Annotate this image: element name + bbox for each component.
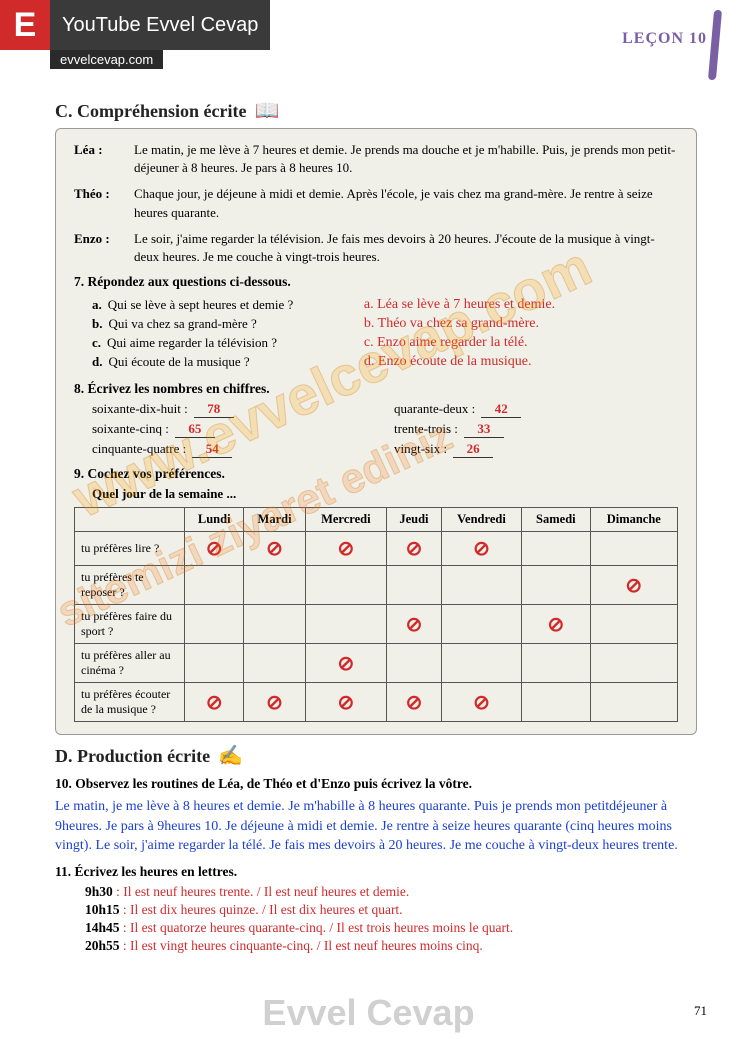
- section-c-title: C. Compréhension écrite📖: [55, 98, 697, 123]
- day-header: Dimanche: [590, 508, 677, 532]
- logo-e: E: [0, 0, 50, 50]
- table-row: tu préfères te reposer ?⊘: [75, 566, 678, 605]
- dialogue-row: Léa :Le matin, je me lève à 7 heures et …: [74, 141, 678, 177]
- day-header: Samedi: [522, 508, 590, 532]
- check-icon: ⊘: [337, 538, 354, 560]
- check-icon: ⊘: [266, 692, 283, 714]
- table-row: tu préfères lire ?⊘⊘⊘⊘⊘: [75, 532, 678, 566]
- q7-item: d.Qui écoute de la musique ?: [92, 354, 364, 370]
- table-row: tu préfères écouter de la musique ?⊘⊘⊘⊘⊘: [75, 683, 678, 722]
- dialogue-box: Léa :Le matin, je me lève à 7 heures et …: [55, 128, 697, 735]
- youtube-label: YouTube Evvel Cevap: [50, 0, 270, 50]
- q11-title: 11. Écrivez les heures en lettres.: [55, 864, 697, 880]
- check-icon: ⊘: [406, 614, 423, 636]
- check-icon: ⊘: [473, 692, 490, 714]
- check-icon: ⊘: [337, 692, 354, 714]
- time-row: 20h55 : Il est vingt heures cinquante-ci…: [85, 938, 697, 954]
- check-icon: ⊘: [266, 538, 283, 560]
- check-icon: ⊘: [406, 692, 423, 714]
- time-row: 10h15 : Il est dix heures quinze. / Il e…: [85, 902, 697, 918]
- q7-item: c.Qui aime regarder la télévision ?: [92, 335, 364, 351]
- check-icon: ⊘: [547, 614, 564, 636]
- day-header: Vendredi: [441, 508, 521, 532]
- q10-title: 10. Observez les routines de Léa, de Thé…: [55, 776, 697, 792]
- table-row: tu préfères aller au cinéma ?⊘: [75, 644, 678, 683]
- write-icon: ✍: [218, 743, 243, 768]
- day-header: Mercredi: [305, 508, 386, 532]
- check-icon: ⊘: [206, 538, 223, 560]
- q7-item: a.Qui se lève à sept heures et demie ?: [92, 297, 364, 313]
- q10-answer: Le matin, je me lève à 8 heures et demie…: [55, 797, 697, 856]
- q7-answer: c. Enzo aime regarder la télé.: [364, 335, 678, 351]
- url-label: evvelcevap.com: [50, 50, 163, 69]
- day-header: Jeudi: [387, 508, 442, 532]
- check-icon: ⊘: [625, 575, 642, 597]
- watermark-bottom: Evvel Cevap: [262, 992, 474, 1034]
- q8-title: 8. Écrivez les nombres en chiffres.: [74, 381, 678, 397]
- check-icon: ⊘: [337, 653, 354, 675]
- section-d-title: D. Production écrite✍: [55, 743, 697, 768]
- q9-sub: Quel jour de la semaine ...: [92, 486, 678, 502]
- check-icon: ⊘: [206, 692, 223, 714]
- preferences-table: LundiMardiMercrediJeudiVendrediSamediDim…: [74, 507, 678, 722]
- dialogue-row: Théo :Chaque jour, je déjeune à midi et …: [74, 185, 678, 221]
- page-number: 71: [694, 1003, 707, 1019]
- lecon-label: LEÇON 10: [622, 30, 707, 48]
- day-header: Lundi: [185, 508, 244, 532]
- q7-answer: a. Léa se lève à 7 heures et demie.: [364, 297, 678, 313]
- time-row: 14h45 : Il est quatorze heures quarante-…: [85, 920, 697, 936]
- dialogue-row: Enzo :Le soir, j'aime regarder la télévi…: [74, 230, 678, 266]
- q7-item: b.Qui va chez sa grand-mère ?: [92, 316, 364, 332]
- check-icon: ⊘: [406, 538, 423, 560]
- check-icon: ⊘: [473, 538, 490, 560]
- q7-answer: d. Enzo écoute de la musique.: [364, 354, 678, 370]
- q7-answer: b. Théo va chez sa grand-mère.: [364, 316, 678, 332]
- q7-title: 7. Répondez aux questions ci-dessous.: [74, 274, 678, 290]
- q9-title: 9. Cochez vos préférences.: [74, 466, 678, 482]
- book-icon: 📖: [254, 98, 279, 123]
- day-header: Mardi: [244, 508, 305, 532]
- time-row: 9h30 : Il est neuf heures trente. / Il e…: [85, 884, 697, 900]
- table-row: tu préfères faire du sport ?⊘⊘: [75, 605, 678, 644]
